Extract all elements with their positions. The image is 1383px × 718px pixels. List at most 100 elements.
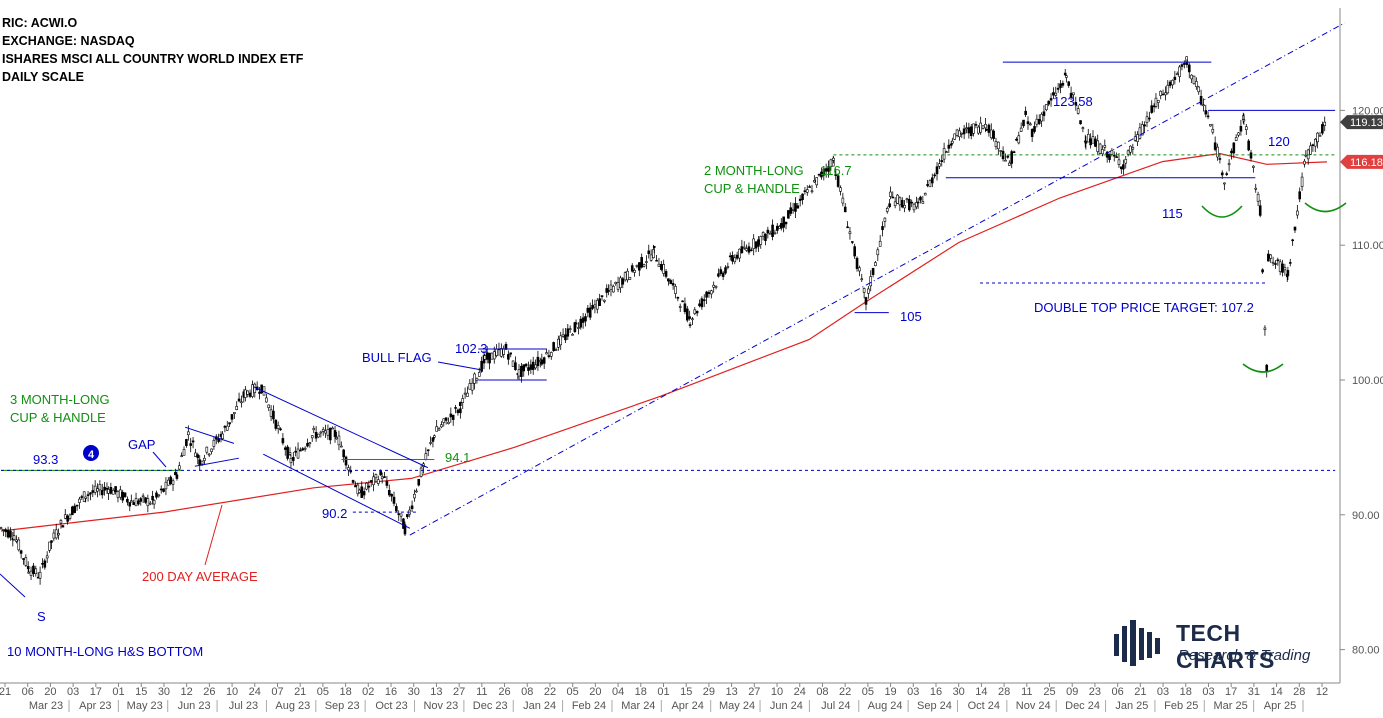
candle-body [707,292,711,294]
x-month-label: Dec 23 [473,700,508,712]
x-tick-label: 27 [453,686,465,698]
y-tick-label: 110.00 [1352,240,1383,252]
candle-body [1049,98,1053,101]
header-ric: RIC: ACWI.O [2,16,78,30]
candle-body [1261,269,1264,273]
candle-body [461,398,465,403]
candle-body [609,284,613,290]
candle-body [1076,108,1080,114]
ma-pointer [204,504,223,566]
candle-body [1063,72,1067,76]
x-month-label: Mar 24 [621,700,655,712]
candle-body [593,304,597,308]
candle-body [628,276,632,280]
x-month-label: Mar 25 [1214,700,1248,712]
candle-body [930,177,934,184]
candle-body [1067,81,1071,86]
candle-body [410,505,414,509]
level-label-90-2: 90.2 [322,506,347,521]
candle-body [230,414,234,420]
candle-body [134,498,138,507]
candle-body [75,504,79,507]
candle-body [109,487,113,494]
candle-body [883,217,887,222]
candle-body [6,529,10,538]
candle-body [1004,159,1007,162]
x-tick-label: 24 [249,686,261,698]
candle-body [1313,139,1317,147]
candle-body [116,491,120,498]
candle-body [15,539,18,542]
candle-body [903,205,906,209]
candle-body [303,447,307,450]
candle-body [524,363,528,367]
candle-body [1242,119,1246,122]
candle-body [137,500,140,505]
candle-body [581,317,585,323]
candle-body [403,524,407,535]
candle-body [1293,226,1297,231]
level-label-123-58: 123.58 [1053,94,1093,109]
candle-body [1040,113,1043,122]
candle-body [196,454,200,459]
candle-body [1154,97,1158,107]
candle-body [955,129,959,136]
candle-body [1306,149,1310,160]
candle-body [977,126,980,134]
candle-body [655,259,658,262]
candle-body [126,498,129,503]
candle-body [527,367,530,371]
candle-body [942,148,946,160]
candle-body [1015,138,1018,141]
candle-body [139,498,143,502]
x-tick-label: 17 [1225,686,1237,698]
candle-body [782,216,785,228]
candle-body [688,324,692,326]
x-tick-label: 08 [521,686,533,698]
candle-body [417,478,421,486]
candle-body [314,432,318,439]
x-tick-label: 31 [1248,686,1260,698]
trendline [253,386,429,469]
candle-body [480,360,483,372]
candle-body [633,270,636,273]
candle-body [1234,137,1238,141]
trendline [184,426,235,444]
candle-body [1187,64,1191,73]
candle-body [244,389,247,398]
candle-body [603,299,606,302]
candle-body [152,499,156,505]
candle-body [286,446,289,459]
x-tick-label: 01 [657,686,669,698]
candle-body [100,490,104,496]
level-label-105: 105 [900,309,922,324]
candle-body [862,288,866,293]
candle-body [1065,75,1068,78]
candle-body [347,467,350,471]
candle-body [354,485,357,488]
candle-body [595,300,599,310]
candle-body [360,486,364,498]
candle-body [1006,155,1010,158]
candle-body [750,249,753,252]
candle-body [958,130,961,138]
candle-body [591,305,594,309]
x-tick-label: 17 [90,686,102,698]
candle-body [48,541,51,551]
candle-body [1178,66,1181,77]
candle-body [851,241,854,243]
trendline [409,22,1346,536]
x-month-label: Nov 24 [1016,700,1051,712]
candle-body [217,438,220,442]
candle-body [935,166,939,175]
candle-body [194,452,197,457]
x-month-label: Feb 24 [572,700,606,712]
candle-body [1239,126,1243,132]
candle-body [1084,141,1088,144]
candle-body [972,123,975,134]
x-tick-label: 21 [0,686,11,698]
candle-body [1091,136,1095,144]
last-price-badge [1340,115,1383,130]
x-tick-label: 03 [1202,686,1214,698]
candle-body [1117,159,1121,165]
